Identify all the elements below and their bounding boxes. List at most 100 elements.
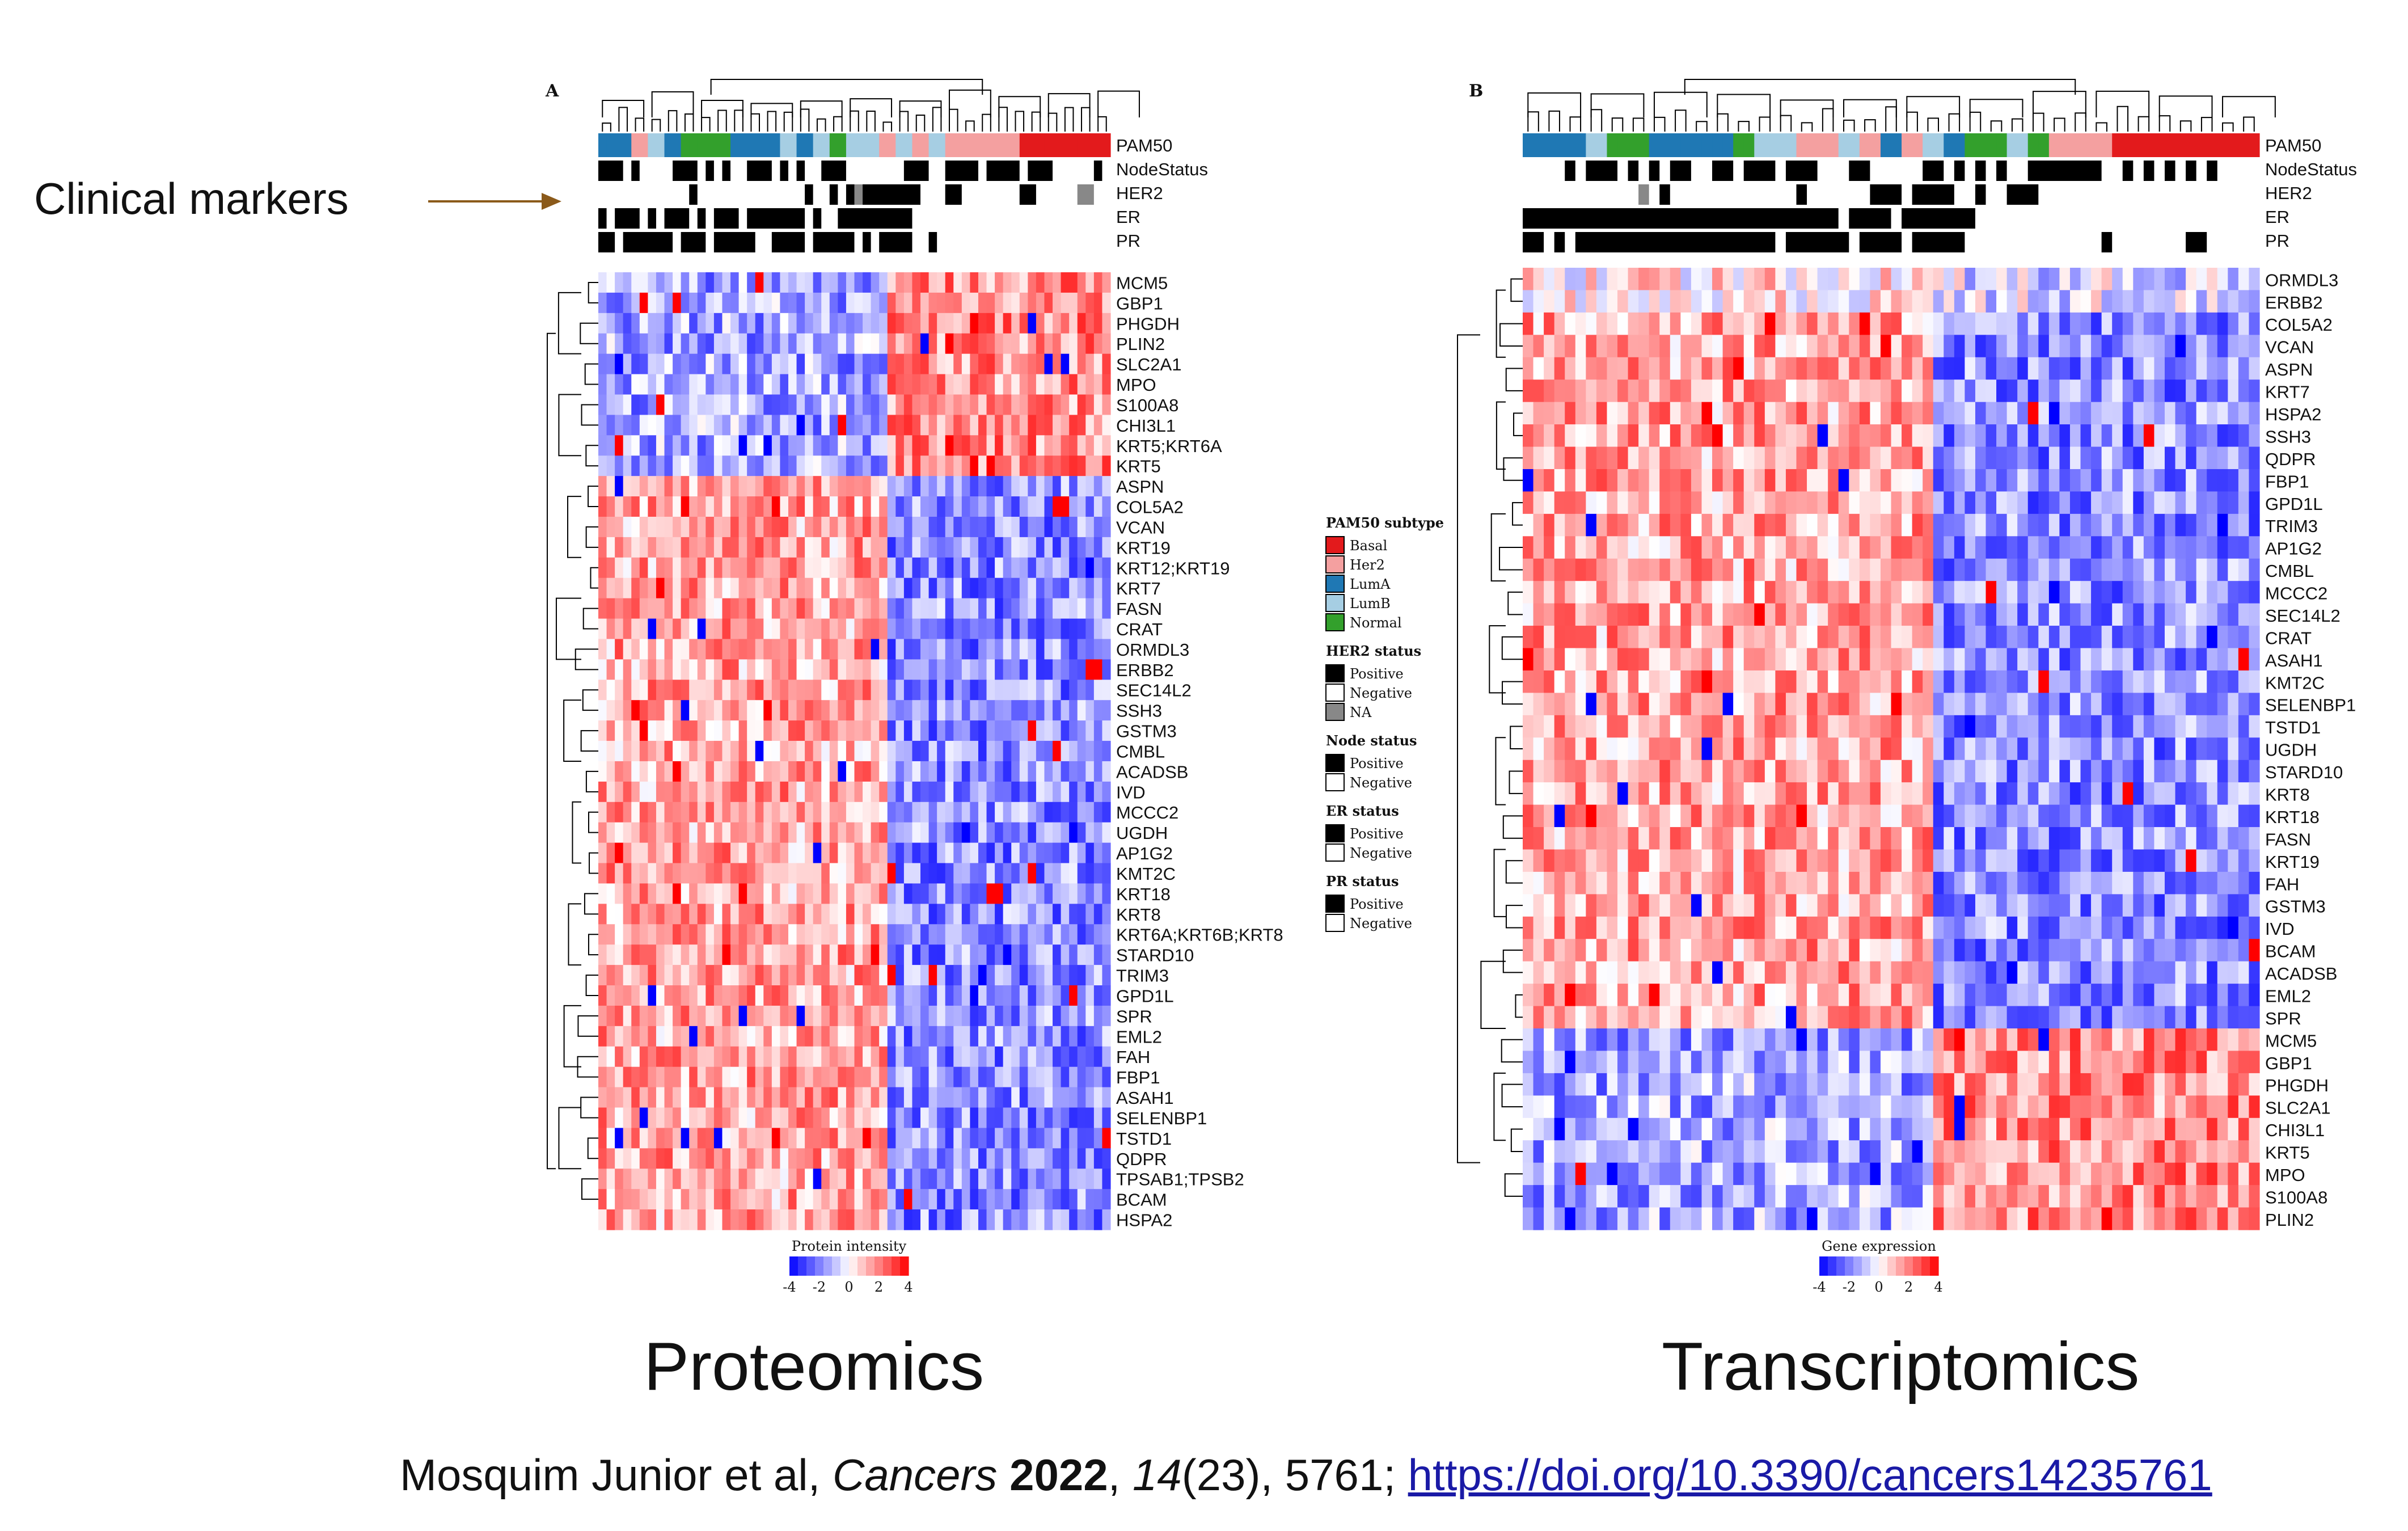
- clinical-track-cell: [1891, 232, 1902, 252]
- heatmap-cell: [1944, 312, 1955, 335]
- clinical-track-cell: [2122, 208, 2134, 229]
- heatmap-cell: [623, 781, 632, 803]
- heatmap-cell: [639, 842, 648, 864]
- heatmap-cell: [598, 557, 607, 579]
- heatmap-cell: [1859, 603, 1870, 626]
- heatmap-cell: [2207, 626, 2218, 649]
- heatmap-cell: [813, 1128, 822, 1149]
- heatmap-cell: [2186, 469, 2197, 492]
- heatmap-cell: [1044, 944, 1053, 965]
- heatmap-cell: [755, 435, 764, 456]
- heatmap-cell: [879, 476, 888, 497]
- heatmap-cell: [763, 1066, 772, 1088]
- heatmap-cell: [895, 516, 905, 538]
- heatmap-cell: [780, 842, 789, 864]
- heatmap-cell: [1807, 513, 1818, 537]
- heatmap-cell: [1659, 536, 1671, 559]
- clinical-track-cell: [1053, 161, 1062, 181]
- heatmap-cell: [1011, 720, 1020, 741]
- heatmap-cell: [945, 435, 954, 456]
- heatmap-cell: [829, 1148, 838, 1169]
- heatmap-cell: [747, 557, 756, 579]
- heatmap-cell: [2249, 312, 2260, 335]
- heatmap-cell: [1093, 639, 1103, 660]
- heatmap-cell: [689, 1107, 698, 1129]
- clinical-track-cell: [2101, 161, 2113, 181]
- heatmap-cell: [805, 1026, 814, 1047]
- heatmap-cell: [681, 720, 690, 741]
- heatmap-cell: [1954, 513, 1965, 537]
- heatmap-cell: [2143, 379, 2155, 403]
- heatmap-cell: [1859, 357, 1870, 380]
- heatmap-cell: [598, 435, 607, 456]
- heatmap-cell: [681, 1169, 690, 1190]
- heatmap-cell: [705, 822, 715, 843]
- heatmap-cell: [1754, 357, 1765, 380]
- clinical-track-cell: [1775, 161, 1786, 181]
- heatmap-cell: [903, 761, 913, 782]
- heatmap-cell: [664, 883, 673, 904]
- heatmap-cell: [1638, 268, 1650, 291]
- heatmap-cell: [1701, 648, 1713, 671]
- heatmap-cell: [697, 965, 706, 986]
- heatmap-cell: [771, 1209, 781, 1230]
- heatmap-cell: [648, 1128, 657, 1149]
- heatmap-cell: [863, 639, 872, 660]
- heatmap-cell: [1077, 761, 1086, 782]
- heatmap-cell: [648, 516, 657, 538]
- heatmap-cell: [1019, 496, 1028, 517]
- heatmap-cell: [606, 1026, 615, 1047]
- heatmap-cell: [1085, 639, 1095, 660]
- clinical-track-cell: [713, 184, 723, 205]
- pam50-cell: [995, 133, 1004, 157]
- heatmap-cell: [1102, 1189, 1111, 1210]
- heatmap-cell: [1954, 603, 1965, 626]
- heatmap-cell: [780, 1148, 789, 1169]
- heatmap-cell: [2038, 312, 2050, 335]
- heatmap-cell: [738, 842, 747, 864]
- heatmap-cell: [912, 292, 921, 314]
- heatmap-cell: [1044, 924, 1053, 945]
- clinical-track-cell: [1965, 161, 1976, 181]
- clinical-track-cell: [2017, 232, 2029, 252]
- heatmap-cell: [1533, 335, 1544, 358]
- pam50-cell: [937, 133, 946, 157]
- heatmap-cell: [1523, 603, 1534, 626]
- heatmap-cell: [1944, 626, 1955, 649]
- heatmap-cell: [1077, 944, 1086, 965]
- heatmap-cell: [1028, 1026, 1037, 1047]
- heatmap-cell: [854, 618, 863, 640]
- heatmap-cell: [1701, 536, 1713, 559]
- heatmap-cell: [1985, 402, 1997, 425]
- heatmap-cell: [970, 1005, 979, 1027]
- heatmap-cell: [928, 680, 937, 701]
- heatmap-cell: [1701, 626, 1713, 649]
- heatmap-cell: [945, 822, 954, 843]
- heatmap-cell: [738, 435, 747, 456]
- heatmap-cell: [1596, 312, 1608, 335]
- heatmap-cell: [631, 741, 640, 762]
- heatmap-cell: [1902, 446, 1913, 470]
- heatmap-cell: [2154, 446, 2165, 470]
- heatmap-cell: [606, 802, 615, 823]
- heatmap-cell: [1036, 577, 1045, 599]
- row-label: MCCC2: [1116, 803, 1178, 823]
- heatmap-cell: [780, 639, 789, 660]
- heatmap-cell: [1712, 268, 1723, 291]
- heatmap-cell: [1596, 335, 1608, 358]
- pam50-cell: [1670, 133, 1681, 157]
- colorbar-swatch: [875, 1256, 884, 1276]
- heatmap-cell: [1093, 924, 1103, 945]
- heatmap-cell: [648, 924, 657, 945]
- clinical-track-cell: [1817, 208, 1828, 229]
- heatmap-cell: [738, 313, 747, 334]
- heatmap-cell: [995, 415, 1004, 436]
- heatmap-cell: [1954, 446, 1965, 470]
- clinical-track-cell: [903, 184, 913, 205]
- heatmap-cell: [1764, 357, 1776, 380]
- heatmap-cell: [639, 822, 648, 843]
- heatmap-cell: [838, 516, 847, 538]
- clinical-track-cell: [903, 208, 913, 229]
- heatmap-cell: [771, 1128, 781, 1149]
- heatmap-cell: [863, 1107, 872, 1129]
